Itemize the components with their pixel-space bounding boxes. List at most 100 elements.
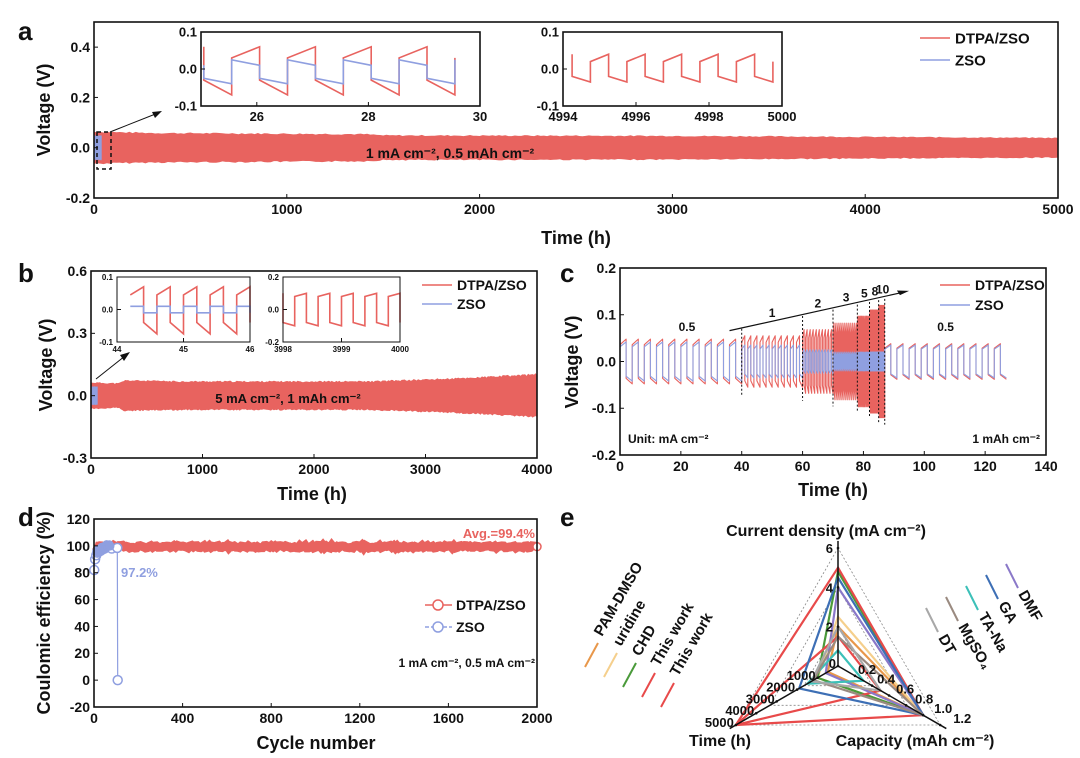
radar-series-ga	[797, 574, 926, 717]
legend-swatch	[584, 642, 599, 668]
radar-tick-label: 6	[826, 541, 833, 556]
inset-line-dtpa-zso	[203, 45, 456, 97]
y-tick-label: -0.3	[63, 450, 87, 466]
legend-label-dtpa: DTPA/ZSO	[456, 597, 526, 613]
y-tick-label: 0.1	[102, 273, 114, 282]
panel-label-e: e	[560, 502, 574, 532]
radar-tick	[887, 694, 891, 697]
y-axis-title: Voltage (V)	[34, 64, 54, 157]
y-tick-label: 0.0	[68, 388, 88, 404]
x-tick-label: 4994	[549, 109, 579, 124]
legend-swatch	[925, 607, 939, 633]
radar-axis-title: Current density (mA cm⁻²)	[726, 523, 926, 540]
panel-label-c: c	[560, 258, 574, 288]
x-axis-title: Time (h)	[541, 228, 611, 248]
radar-tick-label: 2	[826, 620, 833, 635]
radar-series-dmf	[824, 584, 927, 718]
legend-label-zso: ZSO	[955, 52, 986, 69]
x-tick-label: 1200	[344, 710, 375, 726]
rate-trend-arrow	[729, 291, 904, 332]
y-tick-label: 0.3	[68, 325, 88, 341]
radar-axis	[729, 665, 839, 730]
y-tick-label: 0.2	[268, 273, 280, 282]
x-axis-title: Cycle number	[256, 733, 375, 753]
x-tick-label: 0	[616, 458, 624, 474]
x-tick-label: 1000	[271, 201, 302, 217]
y-tick-label: 0.1	[179, 25, 197, 40]
arrow-head-icon	[152, 111, 162, 118]
zso-average-ce-label: 97.2%	[121, 565, 158, 580]
y-tick-label: 20	[74, 645, 90, 661]
legend-marker-zso	[432, 621, 444, 633]
average-ce-label: Avg.=99.4%	[463, 526, 536, 541]
y-tick-label: 0.0	[541, 62, 559, 77]
x-tick-label: 80	[856, 458, 872, 474]
y-tick-label: -0.1	[592, 400, 616, 416]
x-tick-label: 100	[913, 458, 937, 474]
data-point	[105, 541, 115, 551]
legend-label-dtpa: DTPA/ZSO	[955, 30, 1030, 47]
arrow-head-icon	[896, 290, 910, 296]
y-tick-label: 40	[74, 618, 90, 634]
y-tick-label: -20	[70, 699, 90, 715]
inset-0-axes: 44 45 46 -0.1 0.0 0.1	[99, 273, 255, 354]
y-axis-title: Voltage (V)	[36, 319, 56, 412]
y-tick-label: 0.1	[541, 25, 559, 40]
legend-label-zso: ZSO	[456, 619, 485, 635]
current-density-label: 1	[769, 306, 776, 320]
x-tick-label: 28	[361, 109, 375, 124]
radar-tick	[938, 723, 942, 727]
radar-tick-label: 0.4	[877, 672, 896, 687]
y-tick-label: -0.1	[175, 99, 197, 114]
x-tick-label: 30	[473, 109, 487, 124]
y-tick-label: 0.0	[268, 305, 280, 314]
inset-line-dtpa-zso	[282, 292, 401, 327]
series-zso-line	[93, 545, 119, 681]
x-tick-label: 1600	[433, 710, 464, 726]
y-tick-label: 0.0	[179, 62, 197, 77]
y-tick-label: -0.1	[537, 99, 559, 114]
band-dtpa-zso	[94, 131, 1058, 165]
panel-b-axes: 0 1000 2000 3000 4000 -0.3 0.0 0.3 0.6	[63, 263, 553, 477]
legend-swatch	[945, 596, 959, 622]
radar-tick	[795, 688, 799, 691]
radar-tick-label: 0.8	[915, 691, 933, 706]
radar-tick	[816, 676, 819, 680]
radar-tick-label: 0.2	[858, 662, 876, 677]
legend-swatch	[641, 672, 656, 698]
radar-tick	[775, 700, 778, 703]
x-tick-label: 3999	[333, 345, 351, 354]
x-tick-label: 2000	[521, 710, 552, 726]
radar-tick-label: 4000	[725, 703, 754, 718]
current-density-label: 2	[814, 296, 821, 310]
inset-1-axes: 4994 4996 4998 5000 -0.1 0.0 0.1	[537, 25, 797, 124]
condition-annotation: 5 mA cm⁻², 1 mAh cm⁻²	[215, 391, 361, 406]
zoom-region-box	[96, 131, 112, 170]
y-tick-label: -0.2	[265, 338, 279, 347]
x-tick-label: 44	[113, 345, 122, 354]
radar-axis-title: Capacity (mAh cm⁻²)	[836, 733, 995, 750]
current-density-label: 3	[843, 290, 850, 304]
current-density-label: 0.5	[679, 320, 696, 334]
legend-swatch	[965, 585, 979, 611]
x-tick-label: 20	[673, 458, 689, 474]
y-tick-label: 80	[74, 565, 90, 581]
inset-bg	[563, 32, 782, 106]
y-tick-label: 120	[67, 511, 91, 527]
radar-tick	[754, 711, 758, 715]
x-tick-label: 4000	[391, 345, 409, 354]
x-tick-label: 3000	[657, 201, 688, 217]
y-tick-label: 0.0	[102, 305, 114, 314]
x-axis-title: Time (h)	[798, 480, 868, 500]
condition-annotation: 1 mA cm⁻², 0.5 mA cm⁻²	[399, 656, 536, 670]
inset-line-zso	[203, 58, 456, 85]
legend-label-zso: ZSO	[457, 296, 486, 312]
x-tick-label: 120	[973, 458, 997, 474]
x-tick-label: 5000	[1042, 201, 1073, 217]
x-tick-label: 0	[90, 710, 98, 726]
x-axis-title: Time (h)	[277, 484, 347, 504]
radar-series-dt	[809, 624, 883, 692]
zoom-arrow	[95, 355, 126, 380]
